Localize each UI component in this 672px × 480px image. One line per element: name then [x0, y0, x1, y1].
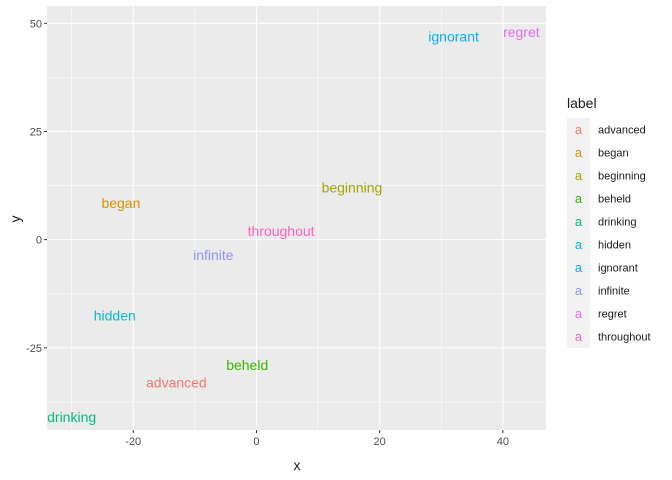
legend-label-ignorant: ignorant [598, 263, 638, 275]
legend-key-beheld [567, 187, 590, 210]
legend-key-drinking [567, 210, 590, 233]
legend-key-beginning [567, 164, 590, 187]
point-labels: advanced began beginning beheld drinking hidd… [47, 24, 540, 425]
point-label-beheld: beheld [226, 357, 268, 373]
legend-key-infinite [567, 279, 590, 302]
point-label-throughout: throughout [248, 223, 315, 239]
panel-background [47, 6, 546, 430]
legend-label-drinking: drinking [598, 217, 637, 229]
legend-key-glyph-throughout: a [575, 329, 583, 344]
y-tick-label: -25 [26, 343, 42, 355]
y-tick-label: 25 [30, 126, 42, 138]
legend-label-beginning: beginning [598, 171, 646, 183]
x-tick-label: 20 [374, 436, 386, 448]
y-axis-ticks: -25 0 25 50 [26, 18, 47, 355]
point-label-regret: regret [503, 24, 540, 40]
legend: label a advanced a began a beginning a beheld a d… [567, 95, 651, 348]
x-axis-ticks: -20 0 20 40 [125, 430, 509, 448]
legend-label-began: began [598, 148, 629, 160]
point-label-hidden: hidden [94, 307, 136, 323]
point-label-infinite: infinite [193, 247, 234, 263]
point-label-ignorant: ignorant [428, 28, 479, 44]
legend-key-glyph-began: a [575, 145, 583, 160]
x-tick-label: 0 [253, 436, 259, 448]
point-label-advanced: advanced [146, 374, 207, 390]
x-tick-label: 40 [497, 436, 509, 448]
legend-key-ignorant [567, 256, 590, 279]
legend-key-glyph-regret: a [575, 306, 583, 321]
legend-label-hidden: hidden [598, 240, 631, 252]
y-tick-label: 0 [36, 235, 42, 247]
legend-key-regret [567, 302, 590, 325]
legend-title: label [567, 95, 597, 111]
x-axis-title: x [294, 457, 301, 473]
minor-gridlines [47, 6, 546, 430]
y-tick-label: 50 [30, 18, 42, 30]
legend-label-beheld: beheld [598, 194, 631, 206]
legend-key-glyph-drinking: a [575, 214, 583, 229]
x-tick-label: -20 [125, 436, 141, 448]
legend-key-glyph-advanced: a [575, 122, 583, 137]
legend-key-glyph-hidden: a [575, 237, 583, 252]
major-gridlines [47, 6, 546, 430]
legend-key-began [567, 141, 590, 164]
legend-label-advanced: advanced [598, 125, 646, 137]
legend-key-throughout [567, 325, 590, 348]
point-label-drinking: drinking [47, 409, 96, 425]
legend-label-throughout: throughout [598, 332, 651, 344]
legend-label-infinite: infinite [598, 286, 630, 298]
legend-label-regret: regret [598, 309, 627, 321]
legend-key-hidden [567, 233, 590, 256]
legend-key-glyph-ignorant: a [575, 260, 583, 275]
legend-key-glyph-infinite: a [575, 283, 583, 298]
legend-key-glyph-beheld: a [575, 191, 583, 206]
legend-key-glyph-beginning: a [575, 168, 583, 183]
point-label-began: began [101, 195, 140, 211]
y-axis-title: y [7, 216, 23, 223]
legend-key-advanced [567, 118, 590, 141]
point-label-beginning: beginning [322, 180, 383, 196]
